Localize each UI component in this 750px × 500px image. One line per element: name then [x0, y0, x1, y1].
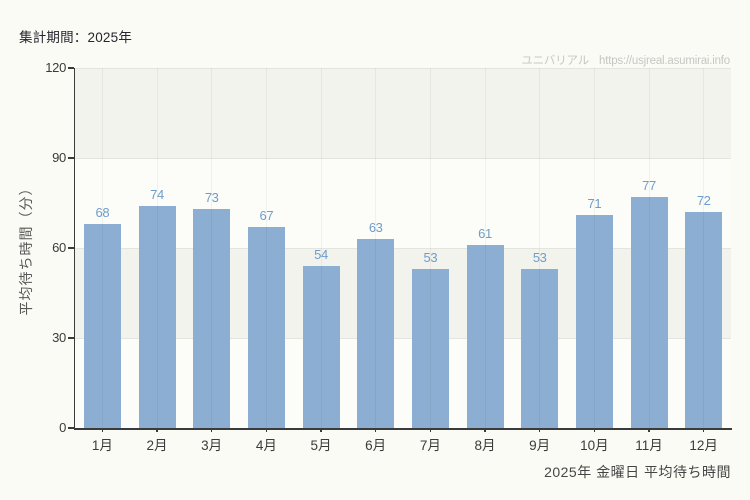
x-tick-label: 12月	[689, 438, 718, 453]
gridline	[429, 68, 431, 428]
bar	[630, 197, 668, 428]
bar-value-label: 53	[423, 250, 438, 265]
bar	[302, 266, 340, 428]
y-tick-mark	[68, 427, 74, 429]
x-tick-mark	[484, 428, 486, 432]
x-tick-mark	[320, 428, 322, 432]
bar-value-label: 74	[150, 187, 164, 202]
grid-hline	[75, 338, 731, 339]
x-tick-label: 9月	[529, 438, 551, 453]
gridline	[484, 68, 486, 428]
bar-value-label: 71	[587, 196, 602, 211]
bar-value-label: 53	[532, 250, 547, 265]
gridline	[265, 68, 267, 428]
bar-value-label: 73	[204, 190, 219, 205]
x-tick-mark	[702, 428, 705, 432]
x-tick-label: 6月	[365, 438, 387, 453]
chart-band	[75, 338, 731, 428]
gridline	[320, 68, 322, 428]
gridline	[703, 68, 705, 428]
y-tick-mark	[68, 337, 74, 339]
bar-value-label: 67	[259, 208, 274, 223]
bar-value-label: 77	[642, 178, 656, 193]
gridline	[375, 68, 377, 428]
chart-band	[75, 158, 731, 248]
grid-hline	[75, 158, 731, 159]
y-axis-line	[73, 68, 75, 429]
bar	[83, 224, 121, 428]
x-tick-label: 2月	[146, 438, 168, 453]
x-axis-line	[73, 427, 732, 430]
bar	[138, 206, 176, 428]
gridline	[593, 68, 595, 428]
watermark-url: https://usjreal.asumirai.info	[599, 55, 730, 67]
x-tick-mark	[648, 428, 650, 432]
bar-value-label: 72	[696, 193, 711, 208]
grid-hline	[75, 248, 731, 249]
x-tick-label: 10月	[580, 438, 609, 453]
bar-value-label: 63	[368, 220, 383, 235]
y-tick-mark	[68, 247, 74, 249]
watermark: ユニバリアル https://usjreal.asumirai.info	[521, 52, 730, 68]
x-tick-label: 7月	[419, 438, 441, 453]
bar-value-label: 61	[478, 226, 492, 241]
report-period-label: 集計期間：2025年	[19, 30, 133, 45]
x-tick-mark	[210, 428, 213, 432]
y-tick-label: 0	[59, 420, 66, 435]
x-tick-mark	[593, 428, 596, 432]
bar	[466, 245, 504, 428]
bar-value-label: 54	[314, 247, 328, 262]
bar	[521, 269, 559, 428]
chart-band	[75, 248, 731, 338]
y-tick-label: 120	[45, 60, 66, 75]
x-tick-mark	[156, 428, 158, 432]
y-tick-label: 30	[52, 330, 66, 345]
gridline	[211, 68, 213, 428]
gridline	[539, 68, 541, 428]
x-tick-mark	[429, 428, 432, 432]
x-tick-label: 8月	[474, 438, 496, 453]
watermark-brand: ユニバリアル	[521, 55, 590, 67]
y-tick-label: 90	[52, 150, 66, 165]
x-tick-label: 11月	[635, 438, 663, 453]
bar-value-label: 68	[95, 205, 110, 220]
bar	[575, 215, 613, 428]
chart-caption: 2025年 金曜日 平均待ち時間	[544, 464, 731, 480]
x-tick-label: 1月	[91, 438, 113, 453]
gridline	[156, 68, 158, 428]
x-tick-mark	[101, 428, 104, 432]
x-tick-label: 4月	[255, 438, 277, 453]
bar	[193, 209, 231, 428]
gridline	[101, 68, 103, 428]
x-tick-mark	[374, 428, 377, 432]
bar	[685, 212, 723, 428]
grid-hline	[75, 68, 731, 69]
y-tick-label: 60	[52, 240, 66, 255]
y-tick-mark	[68, 67, 74, 69]
y-tick-mark	[68, 157, 74, 159]
x-tick-label: 3月	[201, 438, 223, 453]
x-tick-mark	[538, 428, 541, 432]
x-tick-mark	[265, 428, 268, 432]
bar	[357, 239, 395, 428]
gridline	[648, 68, 650, 428]
chart-band	[75, 68, 731, 158]
bar	[247, 227, 285, 428]
plot-area: 68 74 73 67 54 63 53 61 53 71 77 72	[75, 68, 731, 428]
x-tick-label: 5月	[310, 438, 332, 453]
bar	[411, 269, 449, 428]
